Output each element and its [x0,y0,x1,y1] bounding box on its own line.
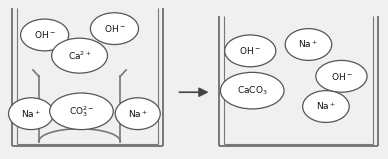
Ellipse shape [115,98,160,130]
Ellipse shape [90,13,139,45]
Ellipse shape [285,29,332,60]
Ellipse shape [52,38,107,73]
Text: Na$^+$: Na$^+$ [298,39,319,50]
Text: Na$^+$: Na$^+$ [128,108,148,120]
Text: CO$_3^{2-}$: CO$_3^{2-}$ [69,104,94,119]
Text: OH$^-$: OH$^-$ [239,45,261,56]
Ellipse shape [303,91,349,122]
Text: OH$^-$: OH$^-$ [104,23,125,34]
Text: Ca$^{2+}$: Ca$^{2+}$ [68,49,92,62]
Ellipse shape [316,60,367,92]
Ellipse shape [225,35,276,67]
Text: Na$^+$: Na$^+$ [316,101,336,112]
Text: Na$^+$: Na$^+$ [21,108,41,120]
Ellipse shape [9,98,54,130]
Text: OH$^-$: OH$^-$ [331,71,352,82]
Text: OH$^-$: OH$^-$ [34,29,55,41]
Ellipse shape [21,19,69,51]
Text: CaCO$_3$: CaCO$_3$ [237,84,268,97]
Ellipse shape [50,93,113,130]
Ellipse shape [220,72,284,109]
